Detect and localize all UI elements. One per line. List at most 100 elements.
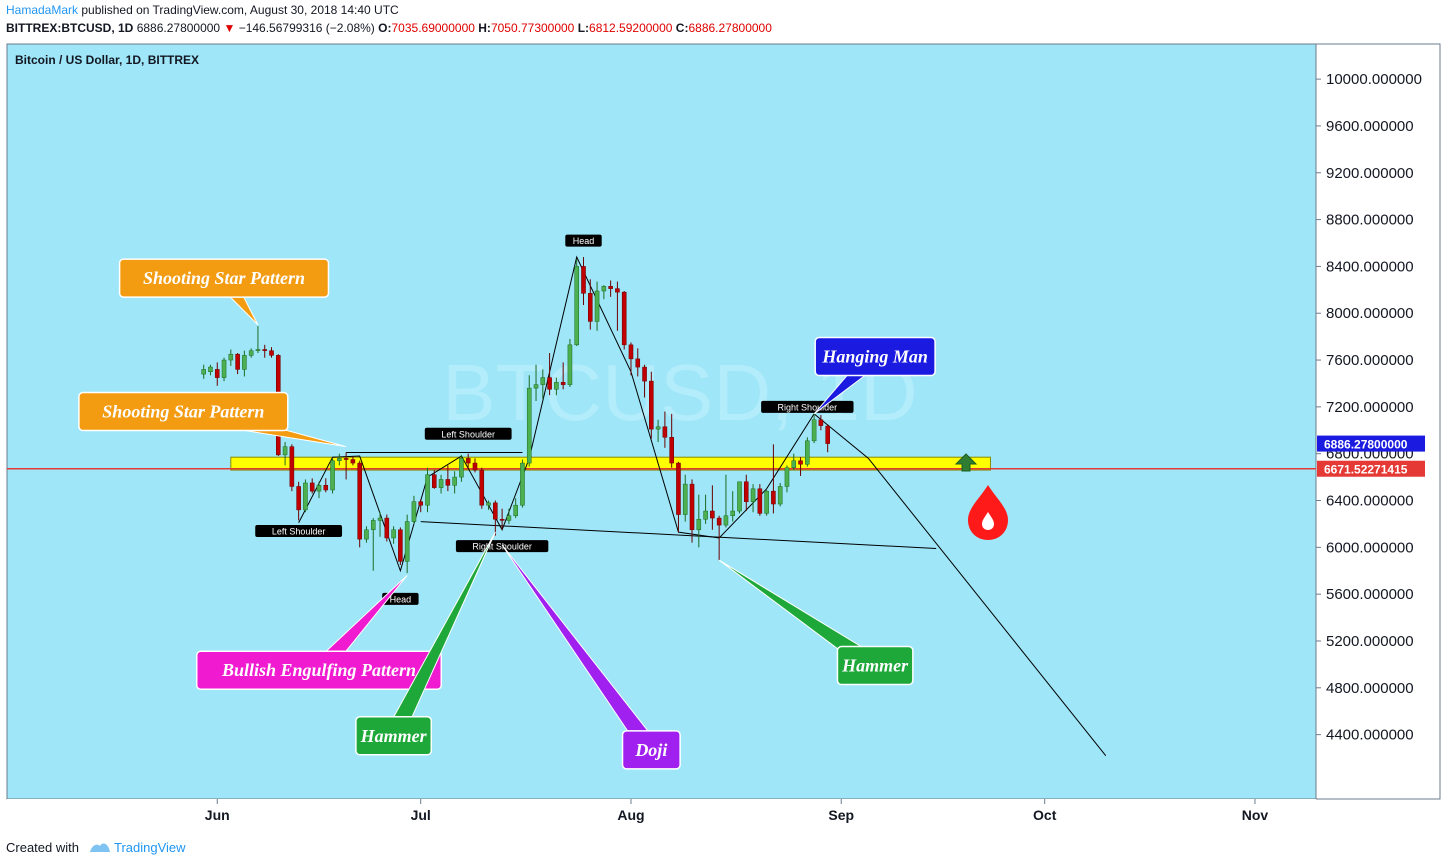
candle[interactable] <box>228 349 234 366</box>
candle[interactable] <box>554 377 559 396</box>
candle[interactable] <box>208 364 213 376</box>
candle[interactable] <box>255 326 261 354</box>
candle[interactable] <box>642 364 647 398</box>
candle[interactable] <box>235 353 240 375</box>
candle[interactable] <box>221 357 227 382</box>
candle[interactable] <box>337 453 342 466</box>
candle[interactable] <box>289 444 295 492</box>
candle[interactable] <box>743 474 749 512</box>
candle[interactable] <box>811 413 817 444</box>
time-axis[interactable] <box>7 799 1316 829</box>
candle[interactable] <box>526 375 532 467</box>
candle[interactable] <box>513 498 518 519</box>
callout[interactable]: Bullish Engulfing Pattern <box>195 575 442 690</box>
tradingview-logo-icon[interactable] <box>89 841 111 853</box>
candle[interactable] <box>703 494 708 524</box>
tradingview-link[interactable]: TradingView <box>114 840 186 855</box>
candle[interactable] <box>825 424 830 453</box>
candle[interactable] <box>601 285 607 300</box>
candle[interactable] <box>730 491 735 522</box>
candle[interactable] <box>214 362 220 386</box>
candle[interactable] <box>540 369 546 399</box>
callout[interactable]: Hanging Man <box>813 336 936 415</box>
candle[interactable] <box>791 453 797 471</box>
candle[interactable] <box>438 474 444 494</box>
candle[interactable] <box>608 280 613 297</box>
candle[interactable] <box>343 452 349 480</box>
candle[interactable] <box>655 419 661 442</box>
candle[interactable] <box>269 347 274 358</box>
candle[interactable] <box>689 479 695 543</box>
candle[interactable] <box>364 526 369 543</box>
candle[interactable] <box>493 500 498 536</box>
candle[interactable] <box>682 474 688 522</box>
candle[interactable] <box>710 485 715 530</box>
candle[interactable] <box>757 484 763 516</box>
candle[interactable] <box>296 481 301 521</box>
candle[interactable] <box>662 411 668 448</box>
candle[interactable] <box>615 281 620 331</box>
candle[interactable] <box>316 481 322 499</box>
candle[interactable] <box>330 458 335 494</box>
candle[interactable] <box>506 508 512 524</box>
candle[interactable] <box>750 484 756 513</box>
candle[interactable] <box>649 371 654 439</box>
candle[interactable] <box>676 461 681 533</box>
pattern-label[interactable]: Left Shoulder <box>424 427 512 440</box>
candle[interactable] <box>547 353 552 396</box>
candle[interactable] <box>696 494 702 548</box>
author-link[interactable]: HamadaMark <box>6 3 79 17</box>
callout[interactable]: Shooting Star Pattern <box>78 391 347 448</box>
candle[interactable] <box>635 348 641 377</box>
candle[interactable] <box>445 465 451 492</box>
pattern-label[interactable]: Left Shoulder <box>255 524 343 537</box>
callout[interactable]: Hammer <box>718 559 914 686</box>
candle[interactable] <box>771 444 776 514</box>
candle[interactable] <box>499 508 505 530</box>
candle[interactable] <box>581 257 586 306</box>
neckline-2[interactable] <box>420 521 937 550</box>
candle[interactable] <box>309 478 315 494</box>
candle[interactable] <box>323 478 329 493</box>
candle[interactable] <box>404 514 410 574</box>
callout[interactable]: Hammer <box>355 531 496 756</box>
candle[interactable] <box>391 526 396 544</box>
candle[interactable] <box>567 338 573 387</box>
candle[interactable] <box>669 413 674 468</box>
pattern-label[interactable]: Head <box>565 234 602 247</box>
candle[interactable] <box>357 460 362 548</box>
candle[interactable] <box>798 457 803 476</box>
candle[interactable] <box>370 518 376 571</box>
candle[interactable] <box>377 512 383 537</box>
candle[interactable] <box>764 489 769 516</box>
candle[interactable] <box>479 467 485 509</box>
pattern-label[interactable]: Right Shoulder <box>761 400 854 413</box>
candle[interactable] <box>784 465 790 493</box>
candle[interactable] <box>520 459 525 508</box>
candle[interactable] <box>282 441 288 466</box>
candle[interactable] <box>560 362 566 390</box>
candle[interactable] <box>303 479 308 513</box>
candle[interactable] <box>350 456 356 466</box>
candle[interactable] <box>594 281 600 331</box>
candle[interactable] <box>411 495 417 524</box>
callout[interactable]: Doji <box>501 544 681 770</box>
candle[interactable] <box>805 437 810 467</box>
candle[interactable] <box>452 471 457 494</box>
candle[interactable] <box>398 527 403 565</box>
candle[interactable] <box>262 344 268 358</box>
candle[interactable] <box>628 342 634 376</box>
candle[interactable] <box>242 350 247 377</box>
candle[interactable] <box>621 290 627 350</box>
candle[interactable] <box>486 500 491 510</box>
candle[interactable] <box>588 279 593 330</box>
pattern-label[interactable]: Right Shoulder <box>455 540 549 553</box>
candle[interactable] <box>425 467 430 513</box>
candle[interactable] <box>201 364 206 379</box>
candle[interactable] <box>384 514 390 542</box>
candle[interactable] <box>418 499 424 513</box>
candle[interactable] <box>777 482 783 507</box>
candle[interactable] <box>533 364 539 402</box>
candle[interactable] <box>574 259 580 346</box>
